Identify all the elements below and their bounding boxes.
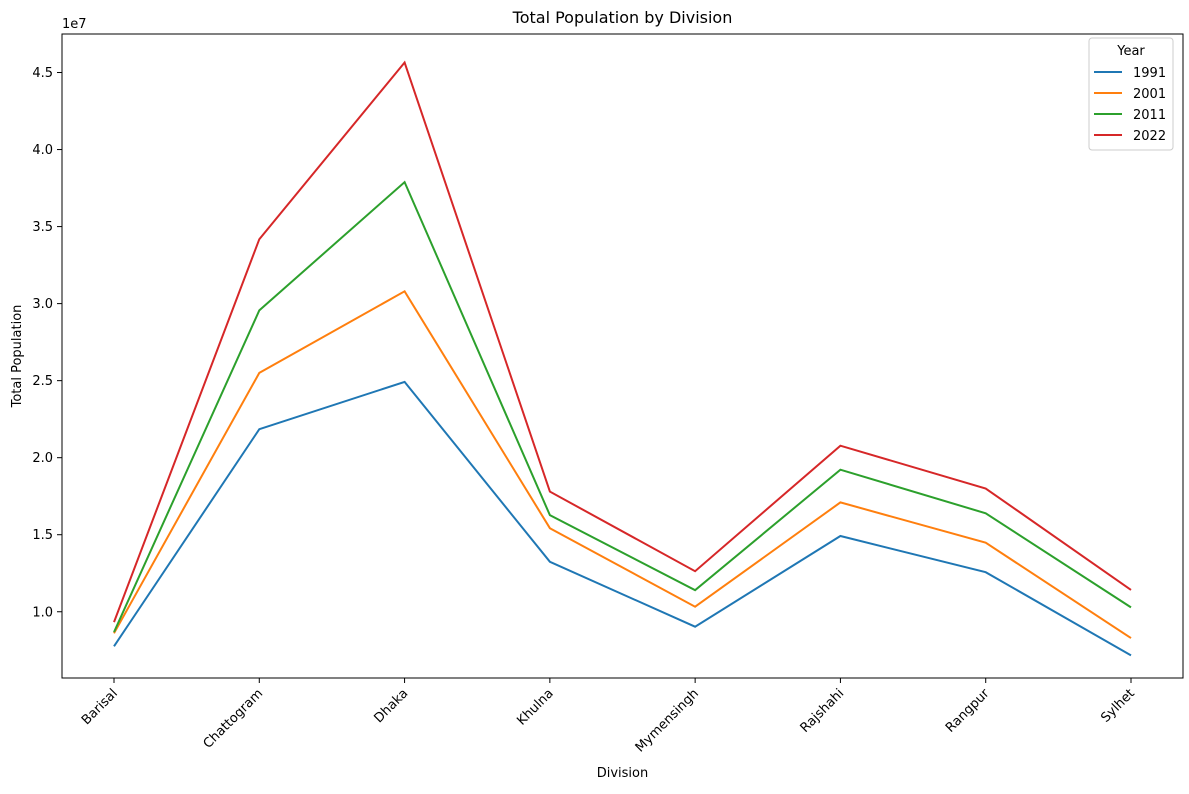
y-tick-label: 3.0 — [32, 297, 53, 312]
y-tick-label: 1.5 — [32, 528, 53, 543]
legend-label-2001: 2001 — [1133, 87, 1166, 102]
legend-label-1991: 1991 — [1133, 66, 1166, 81]
legend-title: Year — [1116, 44, 1145, 59]
series-line-2011 — [114, 182, 1131, 632]
plot-area: 1.0 1.5 2.0 2.5 3.0 3.5 4.0 4.5 Barisal Chattogra… — [32, 34, 1183, 755]
series-line-2001 — [114, 291, 1131, 638]
x-tick-label: Khulna — [514, 686, 556, 728]
y-tick-label: 2.0 — [32, 451, 53, 466]
legend-label-2022: 2022 — [1133, 129, 1166, 144]
series-line-1991 — [114, 382, 1131, 656]
y-tick-label: 1.0 — [32, 605, 53, 620]
legend: Year 1991 2001 2011 2022 — [1089, 38, 1173, 150]
series-line-2022 — [114, 63, 1131, 623]
x-tick-label: Barisal — [79, 686, 121, 728]
y-tick-label: 3.5 — [32, 220, 53, 235]
x-tick-label: Sylhet — [1098, 686, 1138, 726]
y-tick-label: 2.5 — [32, 374, 53, 389]
y-tick-label: 4.5 — [32, 66, 53, 81]
y-tick-label: 4.0 — [32, 143, 53, 158]
y-axis-label: Total Population — [10, 305, 25, 409]
x-axis-label: Division — [597, 766, 649, 781]
y-axis-offset-label: 1e7 — [62, 17, 87, 32]
chart-title: Total Population by Division — [512, 8, 733, 27]
x-tick-label: Dhaka — [371, 686, 411, 726]
x-tick-label: Rajshahi — [798, 686, 848, 736]
x-tick-label: Chattogram — [201, 686, 267, 752]
x-tick-label: Mymensingh — [633, 686, 702, 755]
x-tick-label: Rangpur — [943, 686, 993, 736]
legend-label-2011: 2011 — [1133, 108, 1166, 123]
plot-frame — [62, 34, 1183, 678]
